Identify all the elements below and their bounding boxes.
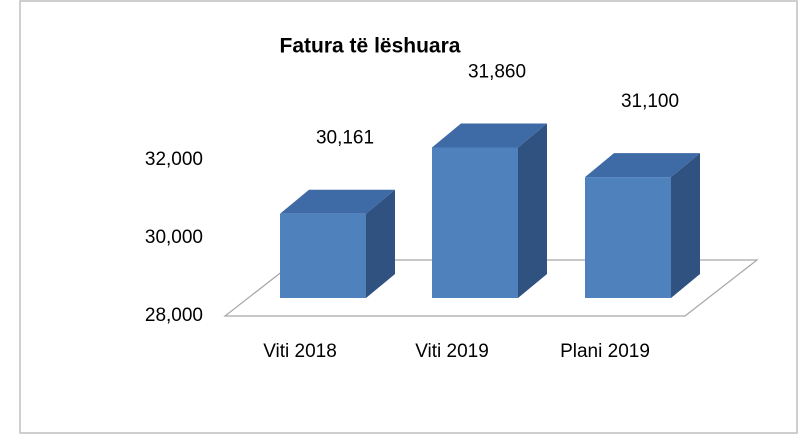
bar [280, 213, 366, 298]
chart-title: Fatura të lëshuara [280, 35, 461, 58]
value-label: 31,100 [621, 91, 679, 112]
value-label: 31,860 [468, 61, 526, 82]
y-tick-label: 32,000 [145, 149, 203, 170]
x-tick-label: Viti 2019 [415, 341, 489, 362]
bar [585, 177, 671, 298]
value-label: 30,161 [316, 128, 374, 149]
bar-side [518, 123, 547, 299]
y-tick-label: 28,000 [145, 305, 203, 326]
bar-side [366, 189, 395, 298]
bar-side [671, 153, 700, 298]
bar [432, 147, 518, 298]
floor [223, 259, 759, 317]
y-tick-label: 30,000 [145, 227, 203, 248]
x-tick-label: Viti 2018 [263, 341, 337, 362]
bar-top [585, 153, 700, 178]
bar-top [280, 189, 395, 214]
x-tick-label: Plani 2019 [560, 341, 650, 362]
bar-top [432, 123, 547, 148]
